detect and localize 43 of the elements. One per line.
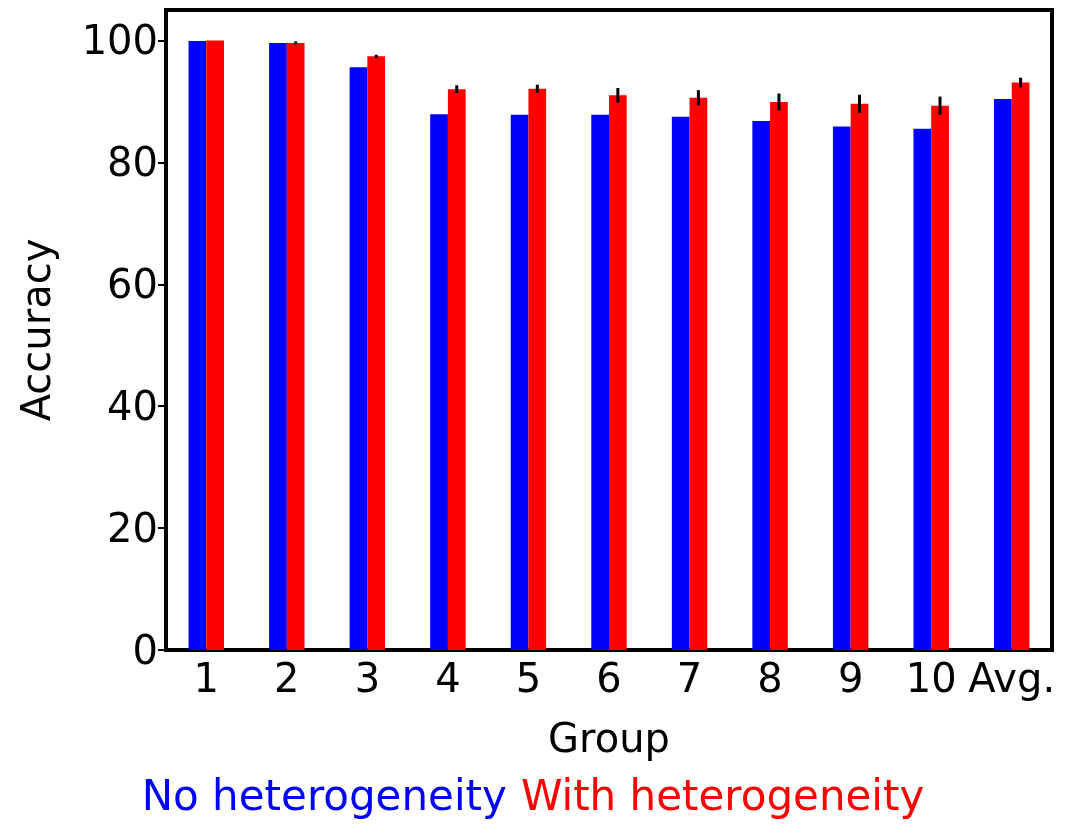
- bar: [770, 102, 788, 650]
- x-tick-label: 3: [354, 655, 381, 701]
- text: No heterogeneity: [141, 770, 507, 820]
- x-axis-title: Group: [548, 715, 670, 761]
- bar: [510, 114, 529, 650]
- x-tick-label: 10: [905, 655, 957, 701]
- bar: [609, 95, 627, 650]
- bar: [752, 120, 771, 650]
- bar: [931, 105, 949, 650]
- bar: [286, 42, 305, 650]
- y-tick-label: 40: [107, 383, 158, 430]
- bar: [832, 126, 851, 650]
- text: With heterogeneity: [520, 770, 925, 820]
- bar: [913, 128, 932, 650]
- y-tick-label: 60: [107, 261, 158, 308]
- bar: [206, 40, 224, 650]
- bar: [671, 116, 690, 650]
- x-tick-label: 7: [676, 655, 703, 701]
- bar: [994, 98, 1012, 650]
- x-tick-label: 9: [837, 655, 864, 701]
- y-tick-label: 20: [107, 505, 158, 552]
- bar: [689, 97, 708, 650]
- x-tick-label: 4: [435, 655, 461, 701]
- bar: [1011, 82, 1030, 650]
- y-tick-label: 0: [132, 627, 158, 673]
- x-tick-label: Avg.: [968, 655, 1056, 701]
- bar: [850, 103, 869, 650]
- x-tick-label: 6: [596, 655, 622, 701]
- x-tick-label: 1: [193, 655, 219, 701]
- bar: [528, 88, 547, 650]
- bar: [188, 41, 207, 650]
- x-tick-label: 8: [757, 655, 783, 701]
- bar: [269, 42, 287, 650]
- bar: [591, 114, 609, 650]
- y-tick-label: 80: [107, 139, 158, 186]
- x-tick-label: 5: [515, 655, 542, 701]
- y-tick-label: 100: [81, 17, 158, 64]
- bar: [349, 67, 368, 650]
- bar: [430, 114, 448, 650]
- x-tick-label: 2: [274, 655, 300, 701]
- y-axis-title: Accuracy: [13, 238, 59, 422]
- bar: [447, 89, 466, 650]
- bar: [367, 56, 386, 650]
